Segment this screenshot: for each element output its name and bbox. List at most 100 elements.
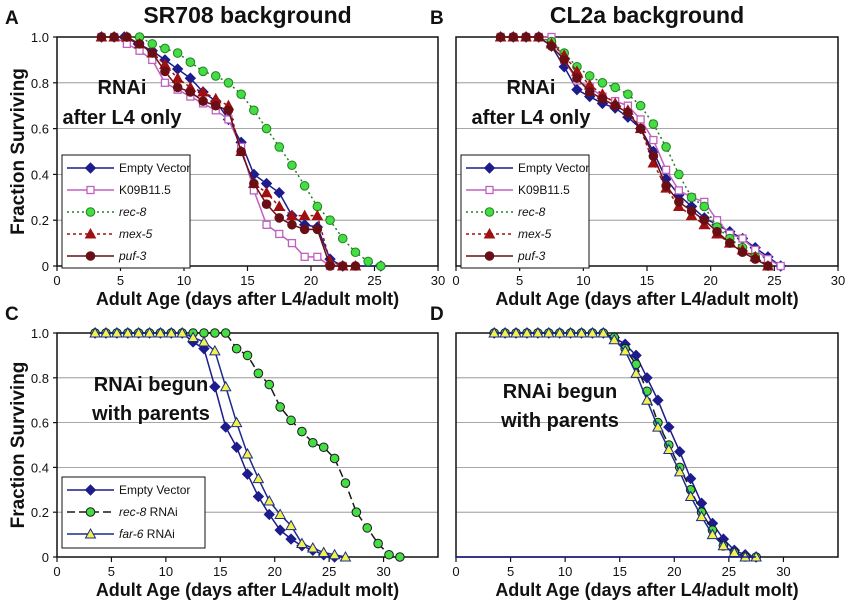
data-point <box>532 326 544 338</box>
data-point <box>260 186 273 198</box>
data-point <box>597 94 608 104</box>
data-point <box>686 192 697 203</box>
data-point <box>172 48 183 58</box>
data-point <box>273 200 286 211</box>
data-point <box>312 224 323 235</box>
data-point <box>619 344 632 356</box>
data-point <box>298 209 311 221</box>
data-point <box>635 100 646 111</box>
x-tick-label: 30 <box>776 564 790 579</box>
x-tick-label: 15 <box>640 273 654 288</box>
data-point <box>171 72 184 83</box>
data-point <box>663 421 675 433</box>
data-point <box>350 247 361 258</box>
data-point <box>253 368 264 379</box>
data-point <box>230 416 243 428</box>
y-axis-label: Fraction Surviving <box>8 362 29 529</box>
data-point <box>160 78 170 87</box>
x-axis-label: Adult Age (days after L4/adult molt) <box>96 580 399 600</box>
data-point <box>236 89 246 100</box>
data-point <box>376 261 386 271</box>
plot-frame <box>56 332 439 558</box>
data-point <box>699 215 710 225</box>
data-point <box>275 402 285 412</box>
data-point <box>641 372 653 384</box>
data-point <box>249 105 259 116</box>
data-point <box>662 443 675 454</box>
data-point <box>220 421 232 433</box>
data-point <box>300 252 309 261</box>
data-point <box>311 209 324 221</box>
legend-label-name: far-6 <box>119 527 144 541</box>
data-point <box>684 490 697 502</box>
data-point <box>584 71 595 81</box>
legend-marker <box>85 207 96 217</box>
legend-box <box>61 154 191 269</box>
x-tick-label: 5 <box>108 564 115 579</box>
legend-label-name: Empty Vector <box>518 161 589 175</box>
data-point <box>521 326 533 338</box>
data-point <box>275 229 284 239</box>
data-point <box>673 465 686 477</box>
data-point <box>623 107 633 118</box>
x-tick-label: 30 <box>431 273 445 288</box>
legend-label: Empty Vector <box>518 161 589 175</box>
y-tick-label: 0 <box>42 550 49 565</box>
data-point <box>273 187 285 199</box>
data-point <box>737 247 748 258</box>
data-point <box>661 142 671 152</box>
panel-letter: D <box>430 304 444 325</box>
legend-label: rec-8 <box>119 205 147 219</box>
legend: Empty Vector K09B11.5 rec-8 mex-5 puf-3 <box>460 154 590 269</box>
data-point <box>649 135 658 145</box>
data-point <box>261 199 272 209</box>
data-point <box>143 326 156 338</box>
data-point <box>198 66 208 77</box>
x-tick-label: 15 <box>612 564 626 579</box>
panel-title: CL2a background <box>550 2 744 28</box>
plot-frame <box>455 332 839 558</box>
x-tick-label: 0 <box>452 564 459 579</box>
data-point <box>623 89 633 100</box>
x-tick-label: 5 <box>507 564 514 579</box>
data-point <box>109 32 119 42</box>
panel-annotation: with parents <box>91 403 210 425</box>
data-point <box>384 549 394 560</box>
data-point <box>328 548 341 560</box>
y-tick-label: 0.4 <box>31 460 49 475</box>
legend: Empty Vector K09B11.5 rec-8 mex-5 puf-3 <box>61 154 191 269</box>
panel-letter: C <box>5 304 19 325</box>
data-point <box>597 78 608 88</box>
legend-label-name: rec-8 <box>119 205 147 219</box>
panel-annotation: after L4 only <box>63 107 183 129</box>
data-point <box>287 219 297 230</box>
data-point <box>318 442 329 453</box>
data-point <box>285 533 297 545</box>
legend-label-name: mex-5 <box>119 227 153 241</box>
data-point <box>185 87 196 97</box>
data-point <box>597 326 610 338</box>
panel-a: 0 5 10 15 20 25 30 0 0.2 0.4 0.6 0.8 1.0 Adult Age (d… <box>5 2 445 309</box>
data-point <box>236 146 246 157</box>
y-tick-label: 0.8 <box>31 76 49 91</box>
data-point <box>564 326 577 338</box>
legend-marker <box>484 251 495 261</box>
data-point <box>165 326 178 338</box>
data-point <box>147 39 158 49</box>
x-tick-label: 20 <box>667 564 681 579</box>
data-point <box>337 261 348 271</box>
x-tick-label: 25 <box>322 564 336 579</box>
data-point <box>724 238 735 248</box>
data-point <box>197 85 209 97</box>
data-point <box>274 524 286 536</box>
legend-label-name: puf-3 <box>517 249 546 263</box>
data-point <box>674 186 683 195</box>
data-point <box>241 447 254 459</box>
series-far-6 <box>488 326 762 562</box>
data-point <box>223 105 234 116</box>
panel-annotation: with parents <box>500 410 619 432</box>
data-point <box>362 523 373 533</box>
data-point <box>96 32 107 42</box>
y-tick-label: 0.8 <box>31 371 49 386</box>
